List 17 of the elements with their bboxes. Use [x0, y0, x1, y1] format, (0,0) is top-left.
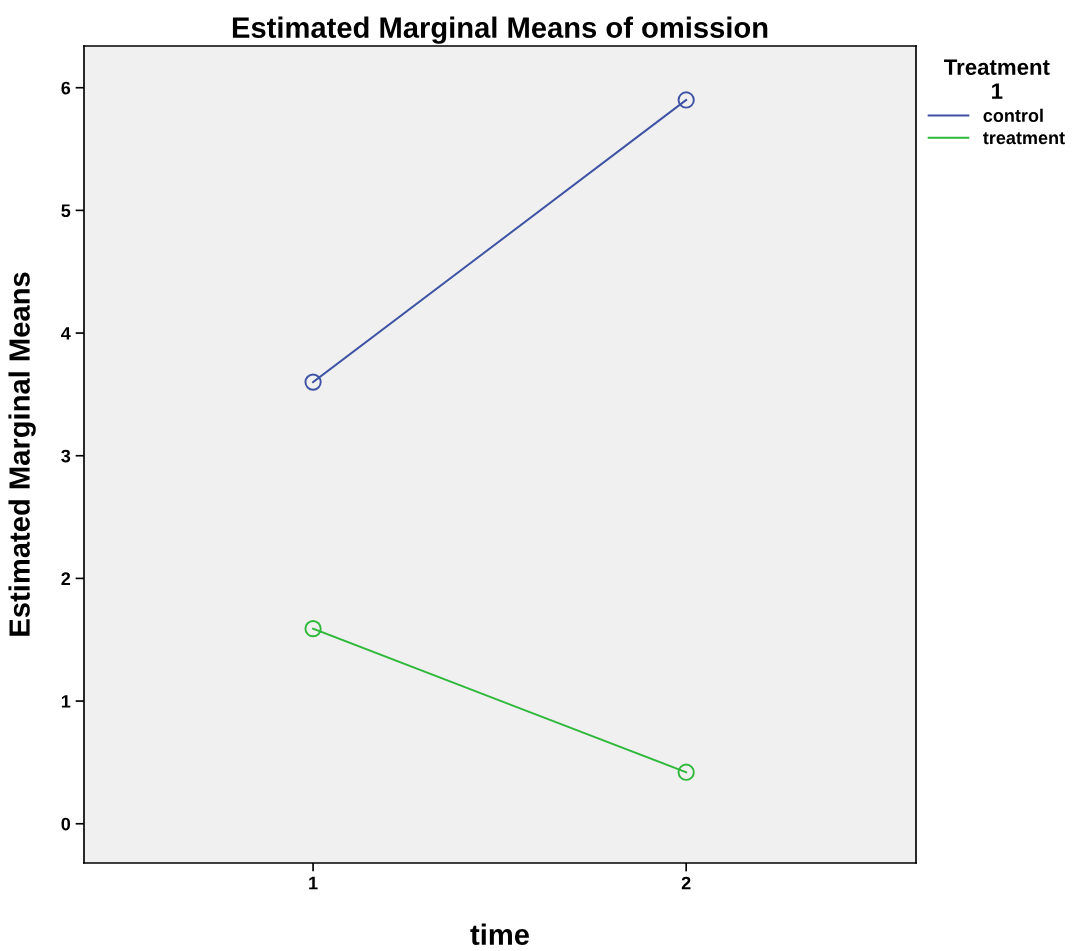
y-tick-label: 0 — [61, 817, 71, 831]
y-tick-label: 6 — [61, 81, 71, 95]
x-axis-title: time — [470, 923, 529, 946]
legend-label: treatment — [983, 132, 1065, 145]
y-tick-label: 4 — [61, 327, 71, 340]
point — [304, 373, 322, 391]
point — [677, 763, 695, 781]
legend-title: Treatment 1 — [944, 59, 1050, 99]
y-tick-label: 3 — [61, 449, 71, 463]
point — [677, 91, 695, 109]
chart-title: Estimated Marginal Means of omission — [232, 16, 768, 44]
y-axis-title: Estimated Marginal Means — [8, 272, 36, 636]
legend-label: control — [983, 108, 1043, 122]
y-tick-label: 1 — [61, 695, 71, 708]
y-tick-label: 2 — [61, 572, 71, 585]
point — [304, 620, 322, 638]
y-tick-label: 5 — [61, 204, 71, 218]
